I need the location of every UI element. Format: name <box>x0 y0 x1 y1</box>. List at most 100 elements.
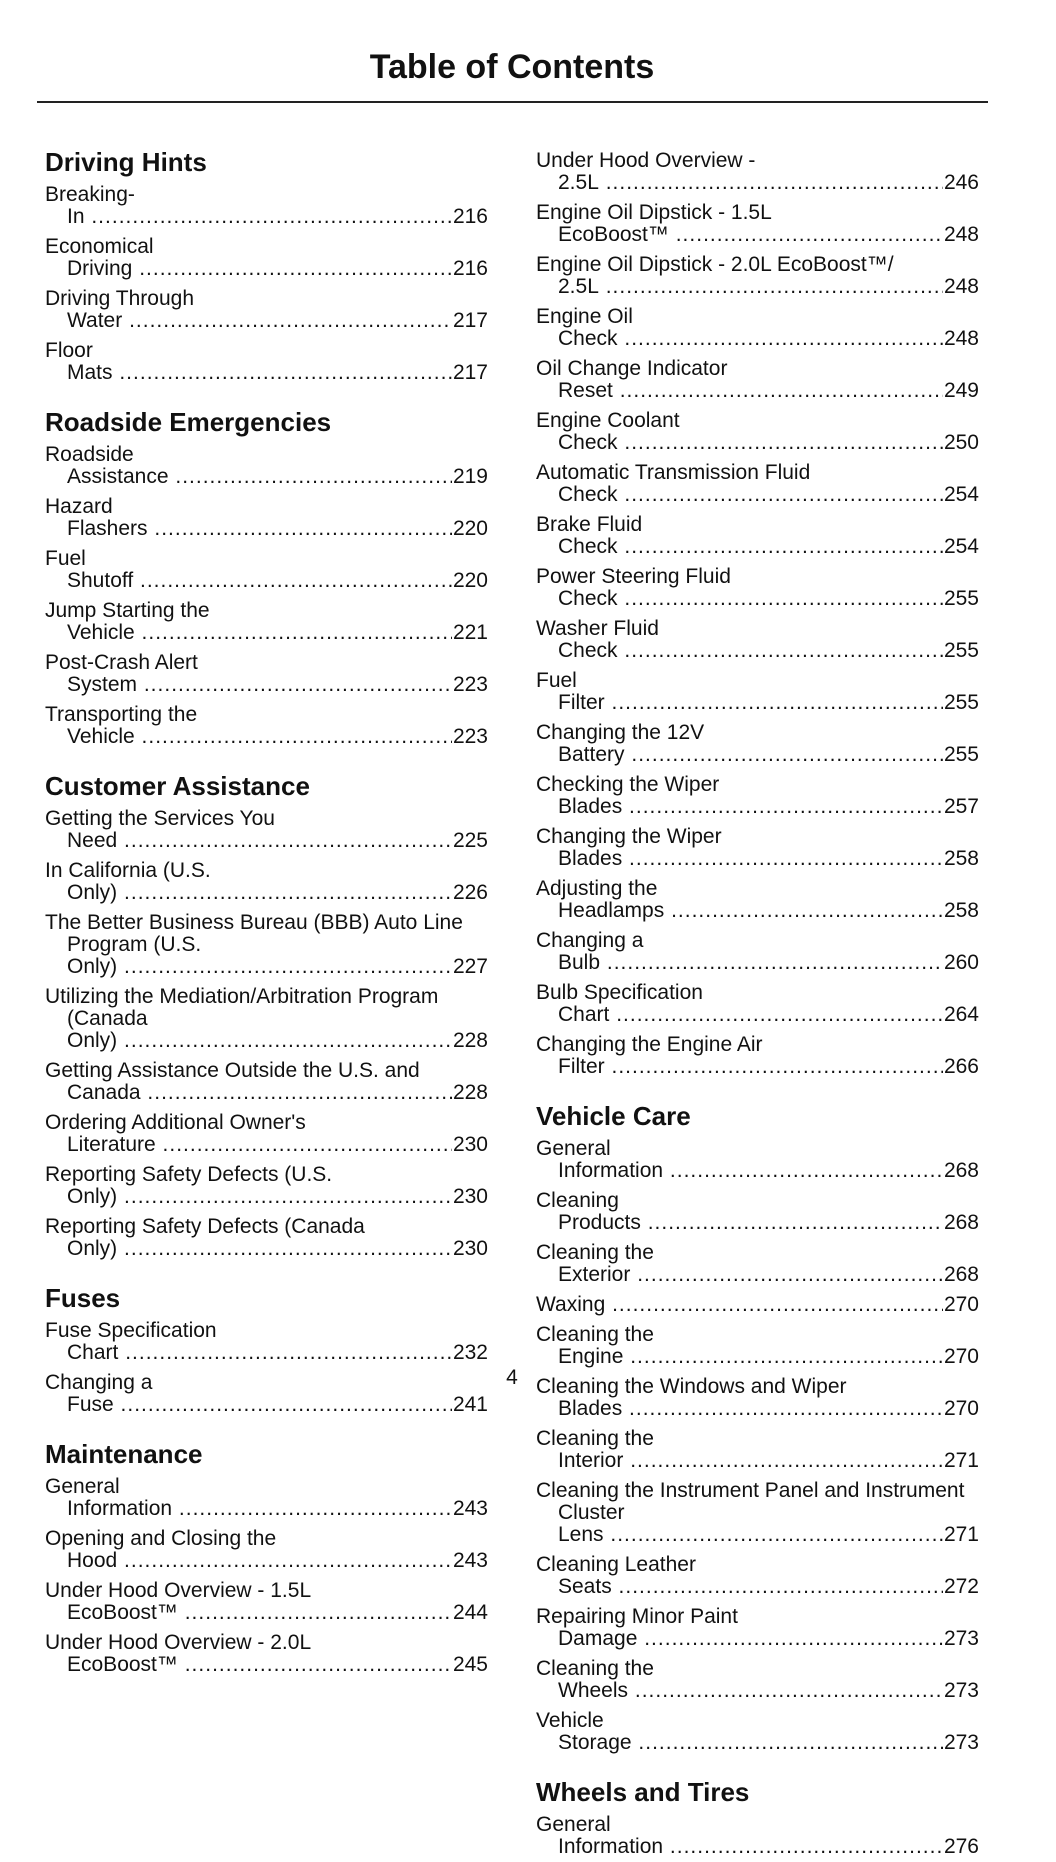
entry-title: Automatic Transmission Fluid Check <box>536 461 979 506</box>
entry-page: 230 <box>451 1133 488 1156</box>
entry-title: Transporting the Vehicle <box>45 703 488 748</box>
entry-title: Cleaning the Exterior <box>536 1241 979 1286</box>
toc-entry: Bulb Specification Chart264 <box>536 978 979 1030</box>
entry-title: Roadside Assistance <box>45 443 488 488</box>
toc-entry: Under Hood Overview - 2.5L246 <box>536 146 979 198</box>
page-number: 4 <box>506 1366 518 1389</box>
entry-title: Cleaning Products <box>536 1189 979 1234</box>
toc-entry: Waxing270 <box>536 1290 979 1320</box>
toc-entry: Utilizing the Mediation/Arbitration Prog… <box>45 982 488 1056</box>
entry-page: 268 <box>942 1211 979 1234</box>
toc-entry: Driving Through Water217 <box>45 284 488 336</box>
entry-title: Driving Through Water <box>45 287 488 332</box>
entry-title: Getting the Services You Need <box>45 807 488 852</box>
entry-page: 216 <box>451 257 488 280</box>
entry-page: 243 <box>451 1549 488 1572</box>
entry-title: Under Hood Overview - 2.5L <box>536 149 979 194</box>
entry-page: 248 <box>942 223 979 246</box>
section: Under Hood Overview - 2.5L246Engine Oil … <box>536 146 979 1082</box>
section-heading: Wheels and Tires <box>536 1777 750 1807</box>
entry-page: 255 <box>942 691 979 714</box>
entry-page: 225 <box>451 829 488 852</box>
entry-title: Ordering Additional Owner's Literature <box>45 1111 488 1156</box>
entry-page: 232 <box>451 1341 488 1364</box>
toc-entry: Cleaning the Interior271 <box>536 1424 979 1476</box>
entry-page: 266 <box>942 1055 979 1078</box>
entry-title: Engine Oil Check <box>536 305 979 350</box>
entry-title: Fuse Specification Chart <box>45 1319 488 1364</box>
toc-entry: Automatic Transmission Fluid Check254 <box>536 458 979 510</box>
toc-entry: The Better Business Bureau (BBB) Auto Li… <box>45 908 488 982</box>
entry-title: Changing a Bulb <box>536 929 979 974</box>
toc-entry: Adjusting the Headlamps258 <box>536 874 979 926</box>
entry-page: 221 <box>451 621 488 644</box>
entry-title: Engine Oil Dipstick - 1.5L EcoBoost™ <box>536 201 979 246</box>
entry-title: In California (U.S. Only) <box>45 859 488 904</box>
toc-entry: In California (U.S. Only)226 <box>45 856 488 908</box>
entry-title: Jump Starting the Vehicle <box>45 599 488 644</box>
entry-page: 228 <box>451 1081 488 1104</box>
entry-title: The Better Business Bureau (BBB) Auto Li… <box>45 911 488 978</box>
entry-title: Repairing Minor Paint Damage <box>536 1605 979 1650</box>
section-heading: Fuses <box>45 1283 121 1313</box>
toc-entry: Breaking-In216 <box>45 180 488 232</box>
entry-title: Cleaning the Interior <box>536 1427 979 1472</box>
entry-page: 258 <box>942 899 979 922</box>
entry-page: 268 <box>942 1263 979 1286</box>
entry-page: 217 <box>451 361 488 384</box>
toc-entry: Power Steering Fluid Check255 <box>536 562 979 614</box>
entry-title: Changing the Engine Air Filter <box>536 1033 979 1078</box>
toc-entry: Changing the Wiper Blades258 <box>536 822 979 874</box>
toc-entry: Checking the Wiper Blades257 <box>536 770 979 822</box>
toc-entry: General Information243 <box>45 1472 488 1524</box>
entry-title: Getting Assistance Outside the U.S. and … <box>45 1059 488 1104</box>
entry-page: 273 <box>942 1679 979 1702</box>
entry-page: 255 <box>942 743 979 766</box>
entry-title: Checking the Wiper Blades <box>536 773 979 818</box>
entry-page: 254 <box>942 535 979 558</box>
entry-title: Changing the Wiper Blades <box>536 825 979 870</box>
toc-entry: Cleaning the Windows and Wiper Blades270 <box>536 1372 979 1424</box>
entry-page: 260 <box>942 951 979 974</box>
toc-entry: Reporting Safety Defects (U.S. Only)230 <box>45 1160 488 1212</box>
entry-title: Breaking-In <box>45 183 488 228</box>
entry-title: Post-Crash Alert System <box>45 651 488 696</box>
entry-title: Hazard Flashers <box>45 495 488 540</box>
entry-page: 264 <box>942 1003 979 1026</box>
entry-page: 268 <box>942 1159 979 1182</box>
toc-entry: Reporting Safety Defects (Canada Only)23… <box>45 1212 488 1264</box>
entry-page: 271 <box>942 1523 979 1546</box>
entry-page: 223 <box>451 673 488 696</box>
entry-title: General Information <box>45 1475 488 1520</box>
entry-title: Economical Driving <box>45 235 488 280</box>
toc-entry: Cleaning Leather Seats272 <box>536 1550 979 1602</box>
page: Table of Contents Driving Hints Breaking-… <box>37 48 988 1858</box>
toc-entry: General Information276 <box>536 1810 979 1862</box>
entry-title: Washer Fluid Check <box>536 617 979 662</box>
entry-page: 219 <box>451 465 488 488</box>
toc-entry: Cleaning the Exterior268 <box>536 1238 979 1290</box>
entry-page: 273 <box>942 1731 979 1754</box>
entry-page: 270 <box>942 1345 979 1368</box>
entry-page: 228 <box>451 1029 488 1052</box>
toc-entry: Fuse Specification Chart232 <box>45 1316 488 1368</box>
section-heading: Roadside Emergencies <box>45 407 332 437</box>
entry-page: 258 <box>942 847 979 870</box>
entry-page: 230 <box>451 1237 488 1260</box>
entry-page: 230 <box>451 1185 488 1208</box>
toc-entry: Cleaning the Engine270 <box>536 1320 979 1372</box>
entry-title: Brake Fluid Check <box>536 513 979 558</box>
entry-page: 227 <box>451 955 488 978</box>
entry-page: 246 <box>942 171 979 194</box>
entry-page: 273 <box>942 1627 979 1650</box>
toc-entry: Cleaning the Instrument Panel and Instru… <box>536 1476 979 1550</box>
entry-title: Opening and Closing the Hood <box>45 1527 488 1572</box>
entry-title: Cleaning Leather Seats <box>536 1553 979 1598</box>
toc-entry: Cleaning the Wheels273 <box>536 1654 979 1706</box>
entry-page: 248 <box>942 327 979 350</box>
entry-page: 276 <box>942 1835 979 1858</box>
entry-title: Fuel Filter <box>536 669 979 714</box>
